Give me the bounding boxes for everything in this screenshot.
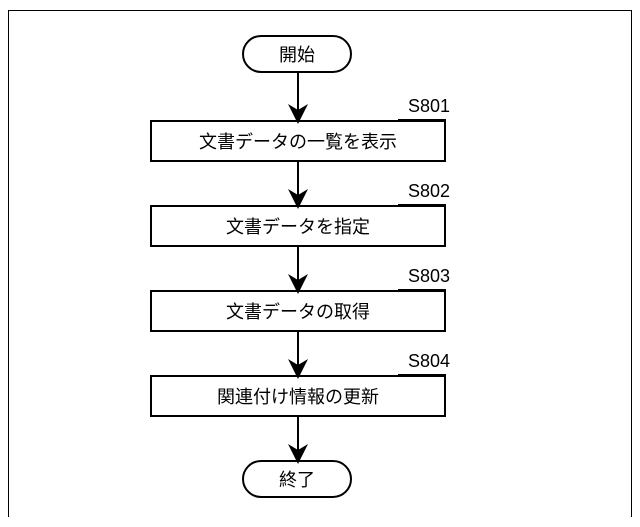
process-s803: 文書データの取得 <box>150 290 446 332</box>
step-tag-s801: S801 <box>408 96 450 117</box>
terminator-start-label: 開始 <box>279 41 315 67</box>
flow-arrows <box>0 0 640 527</box>
terminator-end-label: 終了 <box>279 466 315 492</box>
process-s803-label: 文書データの取得 <box>226 298 370 324</box>
process-s801: 文書データの一覧を表示 <box>150 120 446 162</box>
step-tag-s804: S804 <box>408 351 450 372</box>
flowchart-canvas: 開始 文書データの一覧を表示 S801 文書データを指定 S802 文書データの… <box>0 0 640 527</box>
frame-top <box>8 10 632 11</box>
process-s802: 文書データを指定 <box>150 205 446 247</box>
frame-left <box>8 10 9 517</box>
terminator-end: 終了 <box>242 460 352 498</box>
step-tag-s802: S802 <box>408 181 450 202</box>
process-s801-label: 文書データの一覧を表示 <box>199 128 397 154</box>
terminator-start: 開始 <box>242 35 352 73</box>
process-s804-label: 関連付け情報の更新 <box>217 383 379 409</box>
frame-right <box>631 10 632 517</box>
process-s802-label: 文書データを指定 <box>226 213 370 239</box>
process-s804: 関連付け情報の更新 <box>150 375 446 417</box>
step-tag-s803: S803 <box>408 266 450 287</box>
